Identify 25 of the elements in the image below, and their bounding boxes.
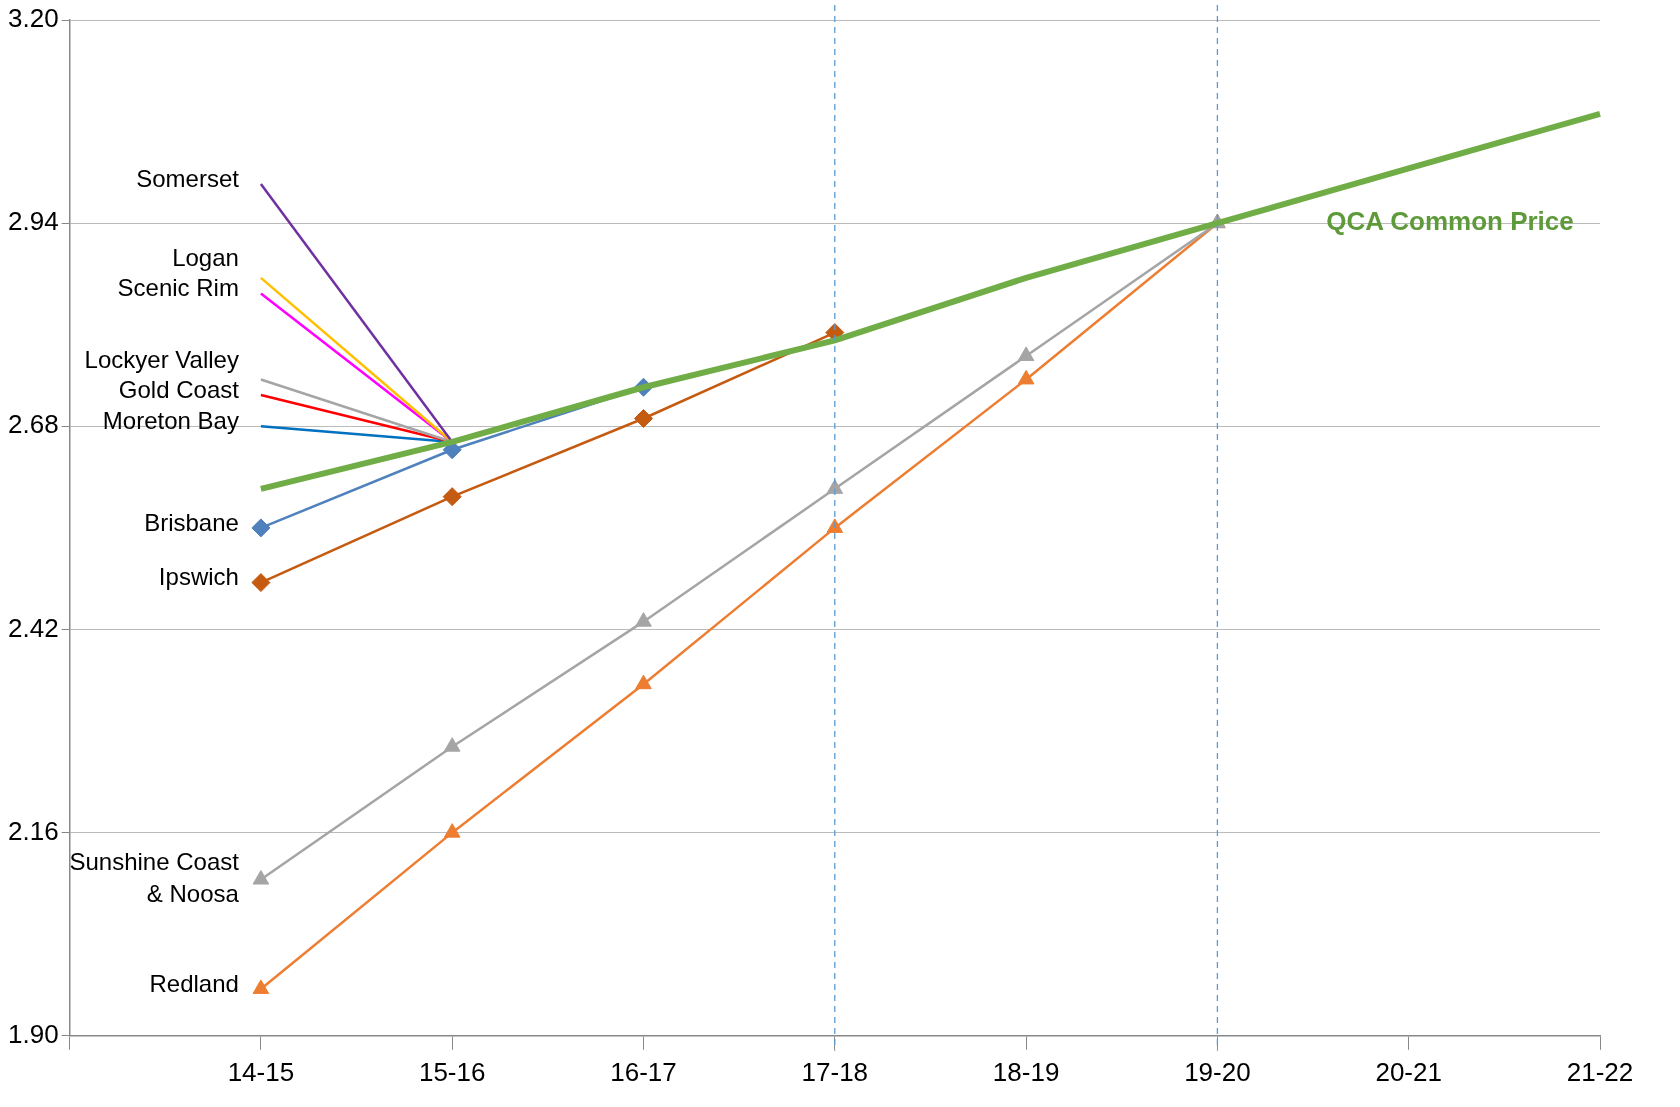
series-label: Somerset	[136, 164, 240, 192]
series-label: Brisbane	[144, 508, 239, 536]
series-label: Gold Coast	[118, 375, 240, 403]
x-tick-label: 14-15	[227, 1056, 295, 1087]
x-tick-label: 16-17	[610, 1056, 677, 1087]
series-label: Lockyer Valley	[84, 345, 239, 373]
series-label: Redland	[149, 969, 239, 997]
series-label: Logan	[172, 244, 239, 272]
y-tick-label: 2.94	[7, 206, 59, 237]
x-tick-label: 21-22	[1566, 1056, 1634, 1087]
x-tick-label: 20-21	[1375, 1056, 1442, 1087]
series-label: Moreton Bay	[102, 406, 239, 434]
series-label: Ipswich	[158, 563, 239, 591]
y-tick-label: 2.16	[7, 815, 59, 846]
series-label: Scenic Rim	[117, 274, 239, 302]
x-tick-label: 18-19	[992, 1056, 1060, 1087]
x-tick-label: 19-20	[1184, 1056, 1251, 1087]
y-tick-label: 3.20	[7, 3, 59, 34]
y-tick-label: 1.90	[7, 1018, 59, 1049]
x-tick-label: 15-16	[418, 1056, 486, 1087]
y-tick-label: 2.68	[7, 409, 59, 440]
annotation: QCA Common Price	[1326, 206, 1574, 237]
y-tick-label: 2.42	[7, 612, 59, 643]
series-label: Sunshine Coast & Noosa	[69, 848, 240, 908]
x-tick-label: 17-18	[801, 1056, 869, 1087]
